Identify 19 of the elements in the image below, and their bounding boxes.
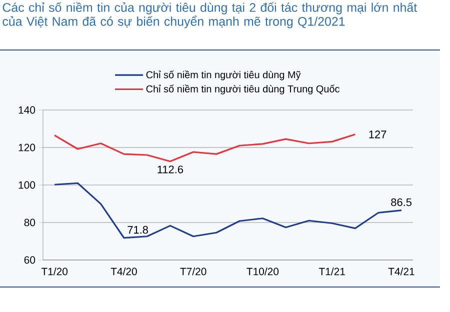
data-label: 112.6 (158, 166, 184, 174)
x-tick-label: T4/21 (388, 268, 414, 276)
x-tick-label: T10/20 (246, 268, 279, 276)
x-tick-label: T7/20 (180, 268, 206, 276)
legend-label: Chỉ số niềm tin người tiêu dùng Mỹ (146, 70, 301, 80)
x-tick-label: T1/20 (41, 268, 68, 276)
data-label: 86.5 (391, 198, 412, 206)
line-series (54, 134, 356, 162)
y-tick-label: 120 (18, 144, 36, 152)
chart-title: Các chỉ số niềm tin của người tiêu dùng tại 2 đối tác thương mại lớn nhất của Việt Nam đã có sự biến chuyển mạnh mẽ trong Q1/2021 (2, 2, 418, 28)
y-tick-label: 60 (24, 256, 36, 264)
y-tick-label: 100 (18, 181, 36, 189)
x-tick-label: T1/21 (318, 268, 345, 276)
x-tick-label: T4/20 (110, 268, 137, 276)
data-label: 127 (369, 130, 386, 138)
data-label: 71.8 (128, 226, 148, 234)
y-tick-label: 140 (18, 106, 36, 114)
legend-label: Chỉ số niềm tin người tiêu dùng Trung Quốc (146, 84, 340, 94)
y-tick-label: 80 (24, 218, 36, 226)
